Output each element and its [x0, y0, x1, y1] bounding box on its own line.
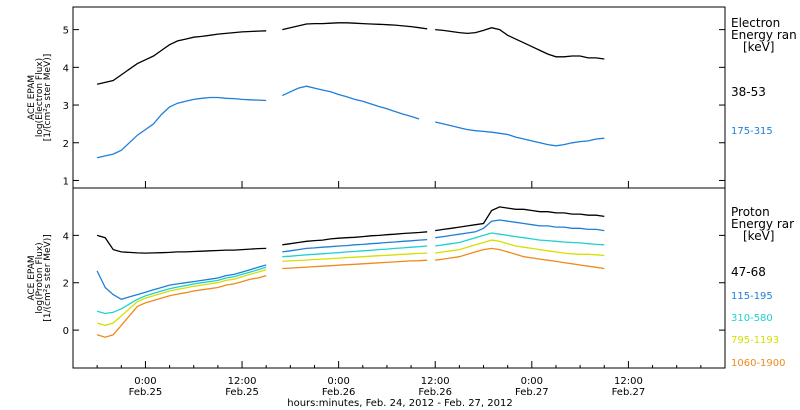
x-tick-date: Feb.25	[225, 387, 259, 398]
y-tick-label: 4	[63, 63, 69, 74]
series-115-195	[96, 219, 605, 301]
x-tick-time: 12:00	[228, 376, 257, 387]
series-line	[435, 232, 605, 247]
x-tick-date: Feb.26	[418, 387, 452, 398]
series-line	[96, 264, 267, 301]
legend-unit: [keV]	[743, 40, 774, 54]
x-tick-date: Feb.26	[322, 387, 356, 398]
legend-entry: 1060-1900	[731, 358, 786, 369]
y-tick-label: 3	[63, 101, 69, 112]
series-175-315	[96, 85, 605, 159]
series-47-68	[96, 206, 605, 254]
y-axis-title: ACE EPAMlog(Electron Flux)[1/(cm²s ster …	[27, 54, 53, 141]
x-tick-time: 0:00	[134, 376, 156, 387]
legend-entry: 38-53	[731, 85, 766, 99]
y-axis-title-line: ACE EPAM	[27, 255, 37, 300]
series-line	[435, 27, 605, 60]
legend-entry: 115-195	[731, 291, 773, 302]
legend-entry: 795-1193	[731, 335, 779, 346]
legend-entry: 310-580	[731, 313, 773, 324]
series-line	[282, 252, 428, 263]
series-line	[96, 234, 267, 254]
proton-panel: 0 2 4 ACE EPAMlog(Proton Flux)[1/(cm²s ster…	[27, 187, 794, 369]
series-line	[435, 219, 605, 239]
series-line	[435, 206, 605, 232]
series-line	[282, 259, 428, 270]
y-axis-title-line: [1/(cm²s ster MeV)]	[43, 54, 53, 141]
y-tick-label: 5	[63, 26, 69, 37]
legend-title: Proton	[731, 205, 770, 219]
x-tick-time: 12:00	[421, 376, 450, 387]
series-38-53	[96, 22, 605, 85]
y-tick-label: 1	[63, 176, 69, 187]
legend-unit: [keV]	[743, 229, 774, 243]
electron-panel: 1 2 3 4 5 ACE EPAMlog(Electron Flux)[1/(cm²s …	[27, 6, 797, 189]
legend-entry: 175-315	[731, 126, 773, 137]
legend-title: Energy rar	[731, 217, 794, 231]
series-line	[96, 274, 267, 338]
x-tick-time: 0:00	[327, 376, 349, 387]
legend-title: Electron	[731, 16, 780, 30]
series-line	[282, 85, 420, 120]
x-tick-time: 12:00	[614, 376, 643, 387]
y-axis-title-line: log(Electron Flux)	[35, 58, 45, 137]
series-line	[282, 22, 428, 31]
plot-frame	[72, 6, 726, 189]
y-tick-label: 4	[63, 231, 69, 242]
series-line	[435, 121, 605, 147]
y-axis-title-line: ACE EPAM	[27, 75, 37, 120]
series-line	[96, 30, 267, 85]
series-1060-1900	[96, 247, 605, 338]
legend-title: Energy ran	[731, 28, 797, 42]
series-line	[282, 231, 428, 246]
series-line	[282, 238, 428, 253]
x-tick-date: Feb.25	[129, 387, 163, 398]
x-axis-title: hours:minutes, Feb. 24, 2012 - Feb. 27, …	[287, 398, 512, 409]
y-axis-title-line: [1/(cm²s ster MeV)]	[43, 234, 53, 321]
series-line	[435, 247, 605, 270]
x-tick-time: 0:00	[521, 376, 543, 387]
y-tick-label: 2	[63, 139, 69, 150]
x-tick-date: Feb.27	[515, 387, 549, 398]
series-310-580	[96, 232, 605, 315]
x-tick-date: Feb.27	[612, 387, 646, 398]
series-line	[435, 239, 605, 257]
plot-frame	[72, 187, 726, 369]
series-795-1193	[96, 239, 605, 327]
series-line	[96, 269, 267, 327]
series-line	[96, 266, 267, 315]
y-tick-label: 2	[63, 279, 69, 290]
series-line	[96, 96, 267, 159]
x-axis: 0:00Feb.2512:00Feb.250:00Feb.2612:00Feb.…	[72, 181, 702, 398]
series-line	[282, 245, 428, 258]
legend-entry: 47-68	[731, 265, 766, 279]
y-tick-label: 0	[63, 326, 69, 337]
y-axis-title: ACE EPAMlog(Proton Flux)[1/(cm²s ster Me…	[27, 234, 53, 321]
y-axis-title-line: log(Proton Flux)	[35, 242, 45, 313]
